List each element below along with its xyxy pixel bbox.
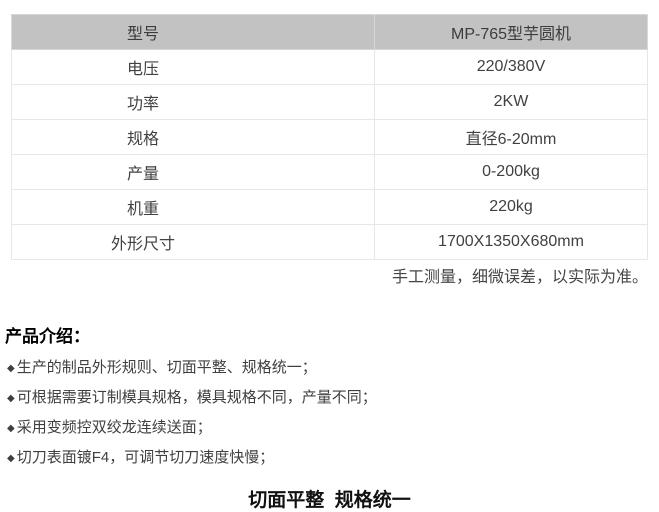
feature-item: ◆ 采用变频控双绞龙连续送面； bbox=[7, 413, 652, 443]
diamond-bullet-icon: ◆ bbox=[7, 393, 15, 404]
spec-value: 0-200kg bbox=[374, 154, 648, 190]
feature-item: ◆ 可根据需要订制模具规格，模具规格不同，产量不同； bbox=[7, 383, 652, 413]
spec-header-row: 型号 MP-765型芋圆机 bbox=[11, 14, 648, 50]
spec-label: 规格 bbox=[11, 119, 375, 155]
spec-row: 规格 直径6-20mm bbox=[11, 119, 648, 155]
spec-label: 电压 bbox=[11, 49, 375, 85]
spec-table: 型号 MP-765型芋圆机 电压 220/380V 功率 2KW 规格 直径6-20mm 产量 0… bbox=[11, 14, 648, 260]
spec-label: 功率 bbox=[11, 84, 375, 120]
spec-value: 220kg bbox=[374, 189, 648, 225]
spec-label: 产量 bbox=[11, 154, 375, 190]
feature-item-text: 切刀表面镀F4，可调节切刀速度快慢； bbox=[16, 449, 275, 466]
feature-item: ◆ 切刀表面镀F4，可调节切刀速度快慢； bbox=[7, 443, 652, 473]
spec-table-body: 型号 MP-765型芋圆机 电压 220/380V 功率 2KW 规格 直径6-20mm 产量 0… bbox=[11, 14, 648, 260]
feature-item: ◆ 生产的制品外形规则、切面平整、规格统一； bbox=[7, 353, 652, 383]
spec-value: 220/380V bbox=[374, 49, 648, 85]
spec-row: 外形尺寸 1700X1350X680mm bbox=[11, 224, 648, 260]
product-feature-list: ◆ 生产的制品外形规则、切面平整、规格统一； ◆ 可根据需要订制模具规格，模具规格不同… bbox=[7, 353, 652, 473]
spec-row: 机重 220kg bbox=[11, 189, 648, 225]
spec-row: 产量 0-200kg bbox=[11, 154, 648, 190]
spec-label: 型号 bbox=[11, 14, 375, 50]
spec-value: 1700X1350X680mm bbox=[374, 224, 648, 260]
spec-label: 机重 bbox=[11, 189, 375, 225]
spec-value: 直径6-20mm bbox=[374, 119, 648, 155]
feature-item-text: 生产的制品外形规则、切面平整、规格统一； bbox=[16, 359, 317, 376]
spec-value: MP-765型芋圆机 bbox=[374, 14, 648, 50]
spec-row: 功率 2KW bbox=[11, 84, 648, 120]
diamond-bullet-icon: ◆ bbox=[7, 423, 15, 434]
feature-item-text: 采用变频控双绞龙连续送面； bbox=[16, 419, 212, 436]
product-intro-heading: 产品介绍： bbox=[5, 327, 90, 346]
footer-slogan: 切面平整 规格统一 bbox=[248, 490, 411, 511]
measurement-disclaimer: 手工测量，细微误差，以实际为准。 bbox=[391, 269, 648, 286]
diamond-bullet-icon: ◆ bbox=[7, 363, 15, 374]
spec-value: 2KW bbox=[374, 84, 648, 120]
diamond-bullet-icon: ◆ bbox=[7, 453, 15, 464]
feature-item-text: 可根据需要订制模具规格，模具规格不同，产量不同； bbox=[16, 389, 377, 406]
spec-label: 外形尺寸 bbox=[11, 224, 375, 260]
spec-row: 电压 220/380V bbox=[11, 49, 648, 85]
